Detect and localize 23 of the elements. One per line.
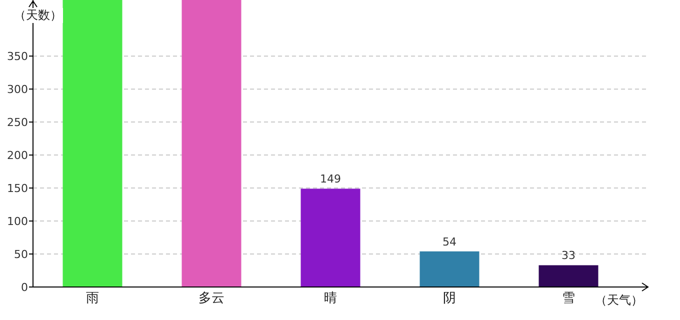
x-tick-label: 雪: [562, 291, 575, 306]
x-axis-title: （天气）: [595, 293, 643, 307]
y-tick-label: 200: [7, 149, 28, 162]
y-tick-label: 0: [21, 281, 28, 294]
y-tick-label: 150: [7, 182, 28, 196]
y-tick-label: 100: [7, 215, 28, 228]
y-tick-label: 300: [7, 83, 28, 96]
data-label: 149: [320, 172, 341, 186]
data-label: 33: [562, 249, 576, 262]
x-tick-label: 晴: [324, 291, 337, 306]
y-tick-label: 50: [14, 248, 28, 262]
y-axis-title: （天数）: [14, 8, 62, 22]
bar: [538, 265, 598, 287]
x-tick-label: 雨: [86, 291, 99, 306]
bar: [300, 188, 360, 287]
data-label: 54: [442, 235, 456, 248]
bar: [182, 0, 242, 287]
x-tick-label: 多云: [198, 291, 224, 306]
bar: [62, 0, 122, 287]
y-tick-label: 250: [7, 116, 28, 130]
x-tick-label: 阴: [443, 291, 456, 306]
y-tick-label: 350: [7, 50, 28, 64]
bar: [420, 251, 480, 287]
